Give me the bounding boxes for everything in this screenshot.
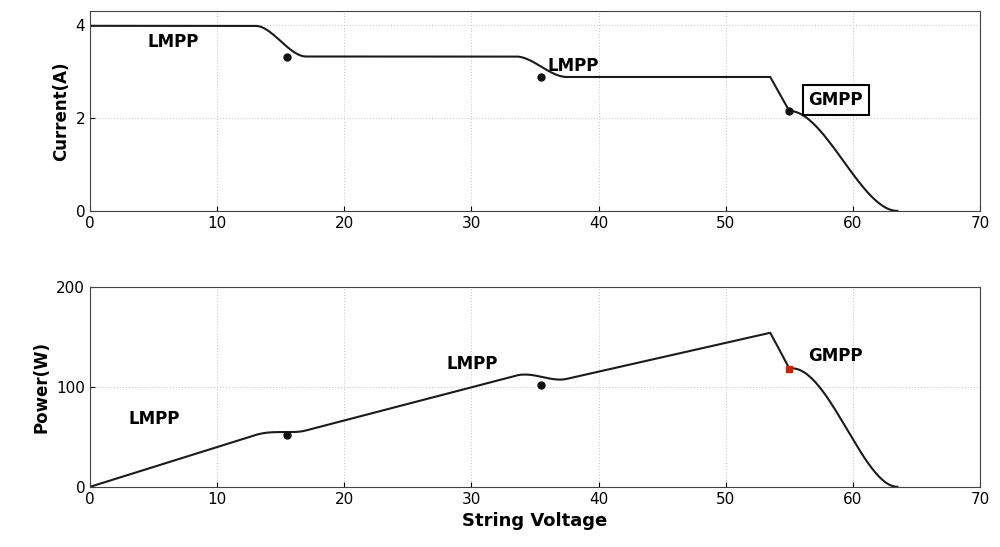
Text: GMPP: GMPP <box>808 347 863 365</box>
Text: LMPP: LMPP <box>446 355 497 373</box>
Text: LMPP: LMPP <box>147 33 199 51</box>
Text: LMPP: LMPP <box>548 57 599 75</box>
Y-axis label: Power(W): Power(W) <box>33 341 51 433</box>
Text: LMPP: LMPP <box>128 410 180 428</box>
X-axis label: String Voltage: String Voltage <box>462 512 608 530</box>
Y-axis label: Current(A): Current(A) <box>52 61 70 161</box>
Text: GMPP: GMPP <box>808 91 863 109</box>
